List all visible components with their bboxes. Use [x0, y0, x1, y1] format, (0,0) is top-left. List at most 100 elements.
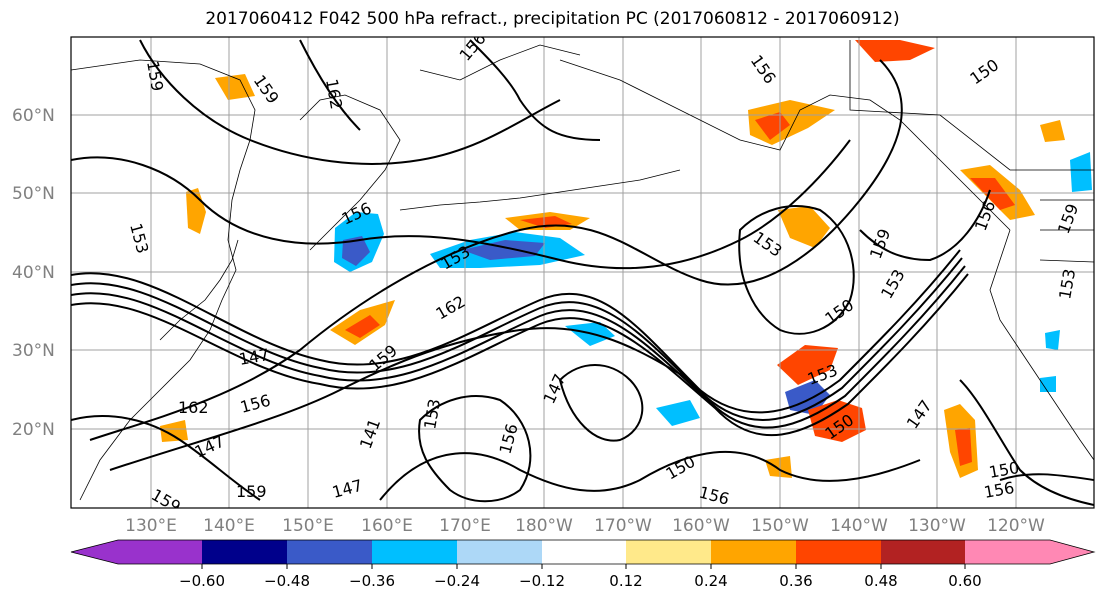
- contour-labels: 159 162 159 156 156 150 156 153 153 156 …: [126, 37, 1082, 517]
- contour-label: 156: [982, 478, 1015, 502]
- lon-label: 130°E: [125, 516, 177, 536]
- colorbar-tick-label: −0.12: [519, 572, 565, 590]
- colorbar-tick-label: 0.48: [864, 572, 897, 590]
- contour-label: 162: [433, 292, 469, 324]
- shade-blob: [186, 188, 206, 234]
- lat-label: 20°N: [12, 420, 55, 440]
- graticule: [71, 37, 1094, 508]
- contour-label: 156: [971, 198, 999, 233]
- shade-blob: [342, 236, 370, 266]
- lon-label: 150°E: [282, 516, 334, 536]
- contour-line: [139, 39, 561, 165]
- shade-blob: [1045, 330, 1060, 350]
- shade-blob: [215, 74, 255, 100]
- contour-label: 147: [192, 431, 228, 461]
- refractivity-contours: [71, 39, 1094, 506]
- colorbar-tick-labels: −0.60 −0.48 −0.36 −0.24 −0.12 0.12 0.24 …: [179, 572, 982, 590]
- shade-blob: [1070, 152, 1092, 192]
- contour-label: 153: [1055, 267, 1079, 300]
- map-plot-area: 159 162 159 156 156 150 156 153 153 156 …: [71, 37, 1094, 517]
- contour-label: 156: [747, 51, 780, 87]
- shade-blob: [1040, 120, 1065, 142]
- contour-line: [959, 379, 1094, 506]
- colorbar-segment: [965, 540, 1094, 564]
- lon-label: 170°E: [439, 516, 491, 536]
- contour-label: 150: [966, 55, 1002, 88]
- contour-label: 162: [178, 398, 209, 417]
- lat-label: 40°N: [12, 263, 55, 283]
- shade-blob: [1040, 376, 1056, 392]
- contour-line: [71, 415, 261, 501]
- contour-label: 159: [365, 341, 401, 375]
- contour-label: 159: [148, 485, 184, 517]
- lon-label: 150°W: [751, 516, 809, 536]
- contour-label: 156: [496, 422, 522, 456]
- shade-blob: [765, 456, 792, 478]
- lon-label: 130°W: [908, 516, 966, 536]
- coastline-alaska: [559, 59, 1011, 231]
- border-us: [1039, 199, 1094, 263]
- latitude-labels: 60°N 50°N 40°N 30°N 20°N: [12, 106, 55, 440]
- colorbar-segment: [711, 540, 796, 564]
- contour-label: 159: [1054, 201, 1082, 236]
- lat-label: 50°N: [12, 184, 55, 204]
- longitude-labels: 130°E 140°E 150°E 160°E 170°E 180°W 170°…: [125, 516, 1045, 536]
- shade-blob: [345, 315, 380, 338]
- contour-label: 156: [238, 391, 272, 417]
- colorbar-segment: [202, 540, 287, 564]
- contour-label: 159: [250, 71, 283, 107]
- lon-label: 170°W: [594, 516, 652, 536]
- contour-label: 156: [697, 483, 731, 509]
- colorbar-segment: [881, 540, 965, 564]
- lon-label: 160°W: [672, 516, 730, 536]
- coastline-chukotka: [419, 44, 581, 81]
- colorbar-segment: [457, 540, 542, 564]
- coastline-japan: [159, 239, 239, 341]
- lon-label: 160°E: [361, 516, 413, 536]
- colorbar-tick-label: −0.48: [264, 572, 310, 590]
- shade-blob: [778, 206, 830, 248]
- contour-line: [379, 450, 921, 501]
- plot-frame: [70, 36, 1095, 509]
- coastline-asia: [71, 59, 256, 501]
- shade-blob: [656, 400, 700, 426]
- colorbar-tick-label: −0.24: [434, 572, 480, 590]
- shade-blob: [955, 428, 972, 466]
- shade-blob: [785, 380, 830, 415]
- contour-line: [738, 205, 855, 335]
- colorbar-tick-label: −0.60: [179, 572, 225, 590]
- shade-blob: [755, 112, 790, 140]
- contour-line: [71, 257, 963, 421]
- contour-label: 162: [322, 77, 346, 110]
- colorbar-tick-label: 0.36: [779, 572, 812, 590]
- shade-blob: [777, 345, 838, 385]
- colorbar-segment: [287, 540, 372, 564]
- colorbar-segment: [71, 540, 202, 564]
- contour-label: 159: [236, 482, 267, 501]
- coastline-northamerica: [989, 229, 1094, 461]
- contour-label: 153: [877, 266, 909, 302]
- contour-label: 147: [903, 396, 936, 432]
- contour-label: 150: [821, 295, 857, 328]
- coastlines: [71, 40, 1094, 501]
- contour-label: 141: [356, 416, 384, 451]
- contour-label: 147: [237, 345, 270, 369]
- shade-blob: [970, 178, 1015, 210]
- shade-blob: [160, 420, 188, 442]
- colorbar-ticks: [201, 564, 966, 569]
- colorbar-segment: [372, 540, 457, 564]
- contour-line: [299, 39, 361, 131]
- contour-line: [109, 327, 691, 471]
- colorbar: −0.60 −0.48 −0.36 −0.24 −0.12 0.12 0.24 …: [70, 539, 1096, 590]
- contour-line: [999, 473, 1094, 481]
- contour-line: [71, 273, 969, 437]
- contour-line: [71, 139, 851, 270]
- colorbar-tick-label: −0.36: [349, 572, 395, 590]
- contour-label: 153: [126, 221, 152, 255]
- contour-label: 159: [143, 59, 167, 92]
- contour-line: [859, 189, 991, 262]
- colorbar-outline: [70, 539, 1096, 565]
- contour-line: [89, 59, 903, 441]
- lat-label: 30°N: [12, 341, 55, 361]
